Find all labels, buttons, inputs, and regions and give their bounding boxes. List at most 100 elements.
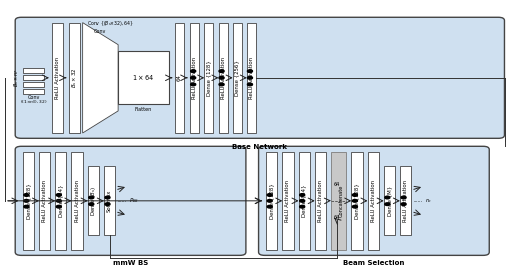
FancyBboxPatch shape — [259, 146, 489, 255]
Circle shape — [219, 77, 224, 79]
Text: ReLU Activation: ReLU Activation — [75, 180, 80, 222]
FancyBboxPatch shape — [282, 152, 294, 250]
Circle shape — [267, 205, 272, 208]
Circle shape — [24, 194, 29, 196]
Circle shape — [89, 196, 94, 199]
Circle shape — [89, 203, 94, 205]
Text: $r_b$: $r_b$ — [425, 196, 432, 205]
Text: ......: ...... — [414, 198, 423, 203]
Text: $B_s \times n_T$: $B_s \times n_T$ — [12, 68, 21, 87]
FancyBboxPatch shape — [23, 82, 44, 87]
Circle shape — [401, 203, 406, 205]
FancyBboxPatch shape — [52, 23, 63, 133]
FancyBboxPatch shape — [118, 51, 169, 105]
FancyBboxPatch shape — [175, 23, 184, 133]
Text: Softmax: Softmax — [107, 190, 112, 212]
FancyBboxPatch shape — [190, 23, 199, 133]
Text: Dense {M}: Dense {M} — [387, 186, 392, 216]
Text: ReLU Activation: ReLU Activation — [42, 180, 47, 222]
Text: Dense {128}: Dense {128} — [269, 183, 274, 219]
Text: 64: 64 — [333, 215, 340, 220]
Circle shape — [191, 83, 196, 86]
Circle shape — [105, 203, 110, 205]
Circle shape — [219, 83, 224, 86]
Text: ReLU Activation: ReLU Activation — [318, 180, 323, 222]
FancyBboxPatch shape — [69, 23, 80, 133]
Circle shape — [352, 205, 357, 208]
FancyBboxPatch shape — [368, 152, 379, 250]
Circle shape — [247, 77, 252, 79]
FancyBboxPatch shape — [247, 23, 256, 133]
FancyBboxPatch shape — [23, 76, 44, 80]
Circle shape — [352, 200, 357, 202]
Text: $B_s \times 32$: $B_s \times 32$ — [70, 68, 79, 88]
Text: Conv $\{(B_s{\times}32),64\}$: Conv $\{(B_s{\times}32),64\}$ — [87, 19, 134, 28]
FancyBboxPatch shape — [266, 152, 277, 250]
Circle shape — [56, 194, 61, 196]
Text: 64: 64 — [177, 74, 182, 81]
FancyBboxPatch shape — [39, 152, 50, 250]
FancyBboxPatch shape — [400, 167, 411, 235]
Text: ReLU Activation: ReLU Activation — [371, 180, 376, 222]
FancyBboxPatch shape — [71, 152, 83, 250]
Text: Dense {128}: Dense {128} — [26, 183, 31, 219]
Text: Dense {64}: Dense {64} — [58, 185, 63, 217]
Circle shape — [352, 194, 357, 196]
FancyBboxPatch shape — [15, 17, 504, 138]
Circle shape — [219, 70, 224, 73]
Text: $1 \times 64$: $1 \times 64$ — [132, 73, 155, 82]
Text: Dense $(B_s)$: Dense $(B_s)$ — [89, 186, 98, 216]
Text: ReLU Activation: ReLU Activation — [285, 180, 291, 222]
Circle shape — [191, 77, 196, 79]
Circle shape — [105, 196, 110, 199]
FancyBboxPatch shape — [23, 152, 34, 250]
Circle shape — [56, 205, 61, 208]
FancyBboxPatch shape — [351, 152, 363, 250]
Text: Flatten: Flatten — [135, 107, 152, 112]
FancyBboxPatch shape — [233, 23, 242, 133]
Circle shape — [247, 70, 252, 73]
Text: ReLU Activation: ReLU Activation — [221, 57, 226, 99]
Circle shape — [267, 200, 272, 202]
FancyBboxPatch shape — [299, 152, 310, 250]
Circle shape — [385, 203, 390, 205]
FancyBboxPatch shape — [204, 23, 213, 133]
Text: ......: ...... — [118, 198, 127, 203]
FancyBboxPatch shape — [384, 167, 395, 235]
Circle shape — [247, 83, 252, 86]
FancyBboxPatch shape — [15, 146, 246, 255]
FancyBboxPatch shape — [23, 68, 44, 73]
Text: $((1{\times}n_0),32)$: $((1{\times}n_0),32)$ — [20, 98, 47, 106]
Polygon shape — [83, 23, 118, 133]
Circle shape — [300, 200, 305, 202]
Text: Dense {128}: Dense {128} — [354, 183, 359, 219]
Text: ReLU Activation: ReLU Activation — [403, 180, 408, 222]
FancyBboxPatch shape — [331, 152, 346, 250]
Circle shape — [385, 196, 390, 199]
Text: Concatenate: Concatenate — [339, 185, 344, 217]
Text: mmW BS: mmW BS — [113, 260, 148, 266]
FancyBboxPatch shape — [23, 89, 44, 94]
Text: Dense {128}: Dense {128} — [206, 60, 211, 96]
Circle shape — [24, 200, 29, 202]
Circle shape — [300, 205, 305, 208]
Circle shape — [300, 194, 305, 196]
Text: Beam Selection: Beam Selection — [343, 260, 405, 266]
FancyBboxPatch shape — [88, 167, 99, 235]
Text: ReLU Activation: ReLU Activation — [55, 57, 60, 99]
Circle shape — [191, 70, 196, 73]
FancyBboxPatch shape — [104, 167, 115, 235]
FancyBboxPatch shape — [315, 152, 326, 250]
Circle shape — [401, 196, 406, 199]
Text: Dense {256}: Dense {256} — [235, 60, 240, 96]
FancyBboxPatch shape — [55, 152, 66, 250]
Text: Conv: Conv — [94, 30, 106, 34]
Circle shape — [24, 205, 29, 208]
FancyBboxPatch shape — [219, 23, 228, 133]
Text: Dense {64}: Dense {64} — [302, 185, 307, 217]
Text: ReLU Activation: ReLU Activation — [249, 57, 254, 99]
Circle shape — [267, 194, 272, 196]
Text: 64: 64 — [333, 182, 340, 187]
Text: ReLU Activation: ReLU Activation — [192, 57, 197, 99]
Text: Conv: Conv — [27, 95, 40, 100]
